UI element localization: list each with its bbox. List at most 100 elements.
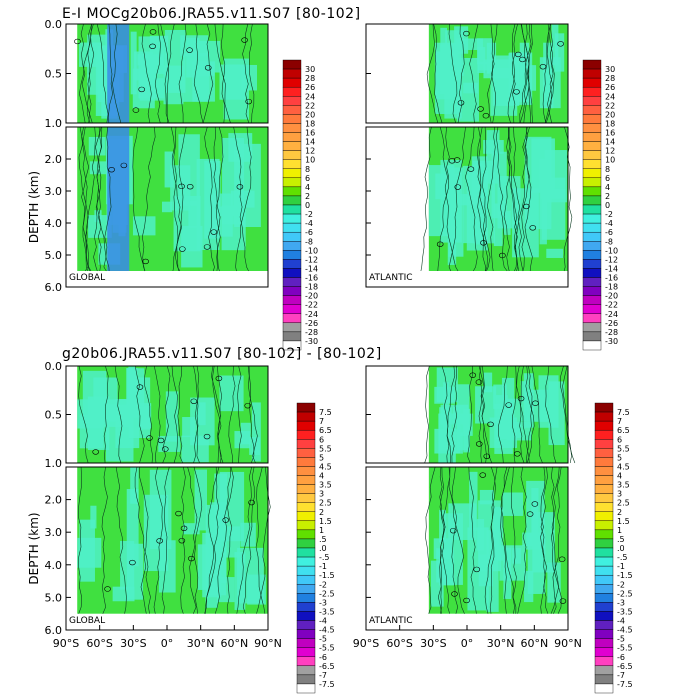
colorbar-label: 7.5: [319, 408, 332, 417]
colorbar-swatch: [582, 168, 602, 179]
contour-label-marker: [204, 65, 212, 71]
contour-line: [487, 23, 498, 124]
contour-label-marker: [532, 400, 539, 406]
contour-patch: [483, 140, 504, 154]
contour-patch: [188, 200, 200, 228]
contour-line: [139, 466, 149, 614]
colorbar-swatch: [296, 448, 316, 458]
contour-patch: [216, 577, 235, 603]
colorbar-swatch: [594, 511, 614, 522]
colorbar-swatch: [282, 59, 302, 70]
colorbar-label: -14: [305, 264, 318, 273]
colorbar-swatch: [594, 411, 614, 422]
colorbar-swatch: [594, 611, 614, 621]
colorbar-label: 22: [605, 101, 615, 110]
colorbar-label: 28: [305, 74, 315, 83]
contour-line: [546, 23, 553, 124]
colorbar-label: -4.5: [319, 626, 335, 635]
colorbar-label: -2: [605, 210, 613, 219]
contour-line: [161, 466, 170, 614]
colorbar-swatch: [582, 141, 602, 151]
contour-line: [194, 365, 200, 464]
contour-line: [112, 23, 122, 124]
contour-label-marker: [467, 166, 475, 172]
contour-label-marker: [469, 372, 477, 378]
colorbar-label: -6.5: [617, 662, 633, 671]
colorbar-label: 0: [605, 201, 610, 210]
contour-line: [477, 126, 488, 272]
contour-label-marker: [136, 384, 144, 390]
colorbar-label: 8: [605, 165, 610, 174]
contour-label-marker: [499, 252, 506, 259]
contour-patch: [475, 386, 497, 424]
contour-label-marker: [138, 86, 146, 93]
x-tick-label: 90°N: [254, 637, 282, 650]
colorbar-swatch: [296, 683, 316, 694]
contour-line: [482, 126, 487, 272]
contour-line: [550, 466, 560, 614]
x-tick-label: 0°: [461, 637, 474, 650]
colorbar-swatch: [582, 213, 602, 224]
colorbar-swatch: [594, 484, 614, 494]
contour-line: [495, 126, 508, 272]
contour-patch: [454, 26, 469, 54]
contour-line: [255, 466, 266, 614]
contour-line: [498, 365, 508, 464]
colorbar-label: 24: [305, 92, 315, 101]
contour-label-marker: [457, 100, 465, 106]
contour-line: [214, 23, 231, 124]
colorbar-swatch: [296, 620, 316, 630]
contour-label-marker: [180, 525, 188, 532]
contour-line: [173, 126, 179, 272]
colorbar-label: 26: [605, 83, 615, 92]
contour-line: [78, 365, 89, 464]
y-tick-label: 3.0: [45, 185, 63, 198]
contour-line: [164, 23, 175, 124]
contour-line: [242, 466, 255, 614]
colorbar-label: 5: [319, 453, 324, 462]
contour-line: [108, 23, 113, 124]
colorbar-label: 30: [605, 65, 615, 74]
contour-label-marker: [529, 225, 537, 231]
colorbar-swatch: [282, 68, 302, 79]
contour-line: [141, 126, 156, 272]
colorbar-swatch: [582, 250, 602, 260]
contour-label-marker: [157, 437, 165, 444]
colorbar-swatch: [582, 304, 602, 314]
colorbar-swatch: [594, 584, 614, 594]
colorbar: [282, 59, 302, 351]
contour-label-marker: [203, 433, 211, 440]
chart-title: E-I MOCg20b06.JRA55.v11.S07 [80-102]: [62, 6, 361, 22]
colorbar-label: 26: [305, 83, 315, 92]
colorbar-label: 3.5: [319, 481, 332, 490]
colorbar-label: 6: [605, 174, 610, 183]
colorbar-label: -2: [305, 210, 313, 219]
colorbar-swatch: [582, 86, 602, 97]
colorbar-swatch: [582, 123, 602, 133]
x-tick-label: 60°S: [386, 637, 412, 650]
contour-line: [233, 126, 249, 272]
colorbar-swatch: [582, 340, 602, 351]
contour-line: [115, 466, 127, 614]
contour-line: [134, 365, 145, 464]
x-tick-label: 30°S: [120, 637, 146, 650]
colorbar-label: 4: [605, 183, 610, 192]
contour-line: [153, 466, 163, 614]
colorbar-label: -5.5: [319, 644, 335, 653]
contour-patch: [546, 248, 564, 258]
colorbar-swatch: [594, 502, 614, 512]
colorbar-swatch: [582, 186, 602, 197]
colorbar: [582, 59, 602, 351]
contour-line: [79, 23, 92, 124]
contour-patch: [538, 375, 559, 428]
colorbar-swatch: [296, 511, 316, 522]
colorbar-label: -6: [617, 653, 625, 662]
contour-line: [189, 466, 203, 614]
colorbar-swatch: [582, 68, 602, 79]
colorbar-label: 1.5: [617, 517, 630, 526]
colorbar-swatch: [296, 584, 316, 594]
contour-line: [490, 23, 496, 124]
contour-line: [478, 126, 491, 272]
colorbar-label: 4: [305, 183, 310, 192]
contour-label-marker: [487, 421, 494, 428]
